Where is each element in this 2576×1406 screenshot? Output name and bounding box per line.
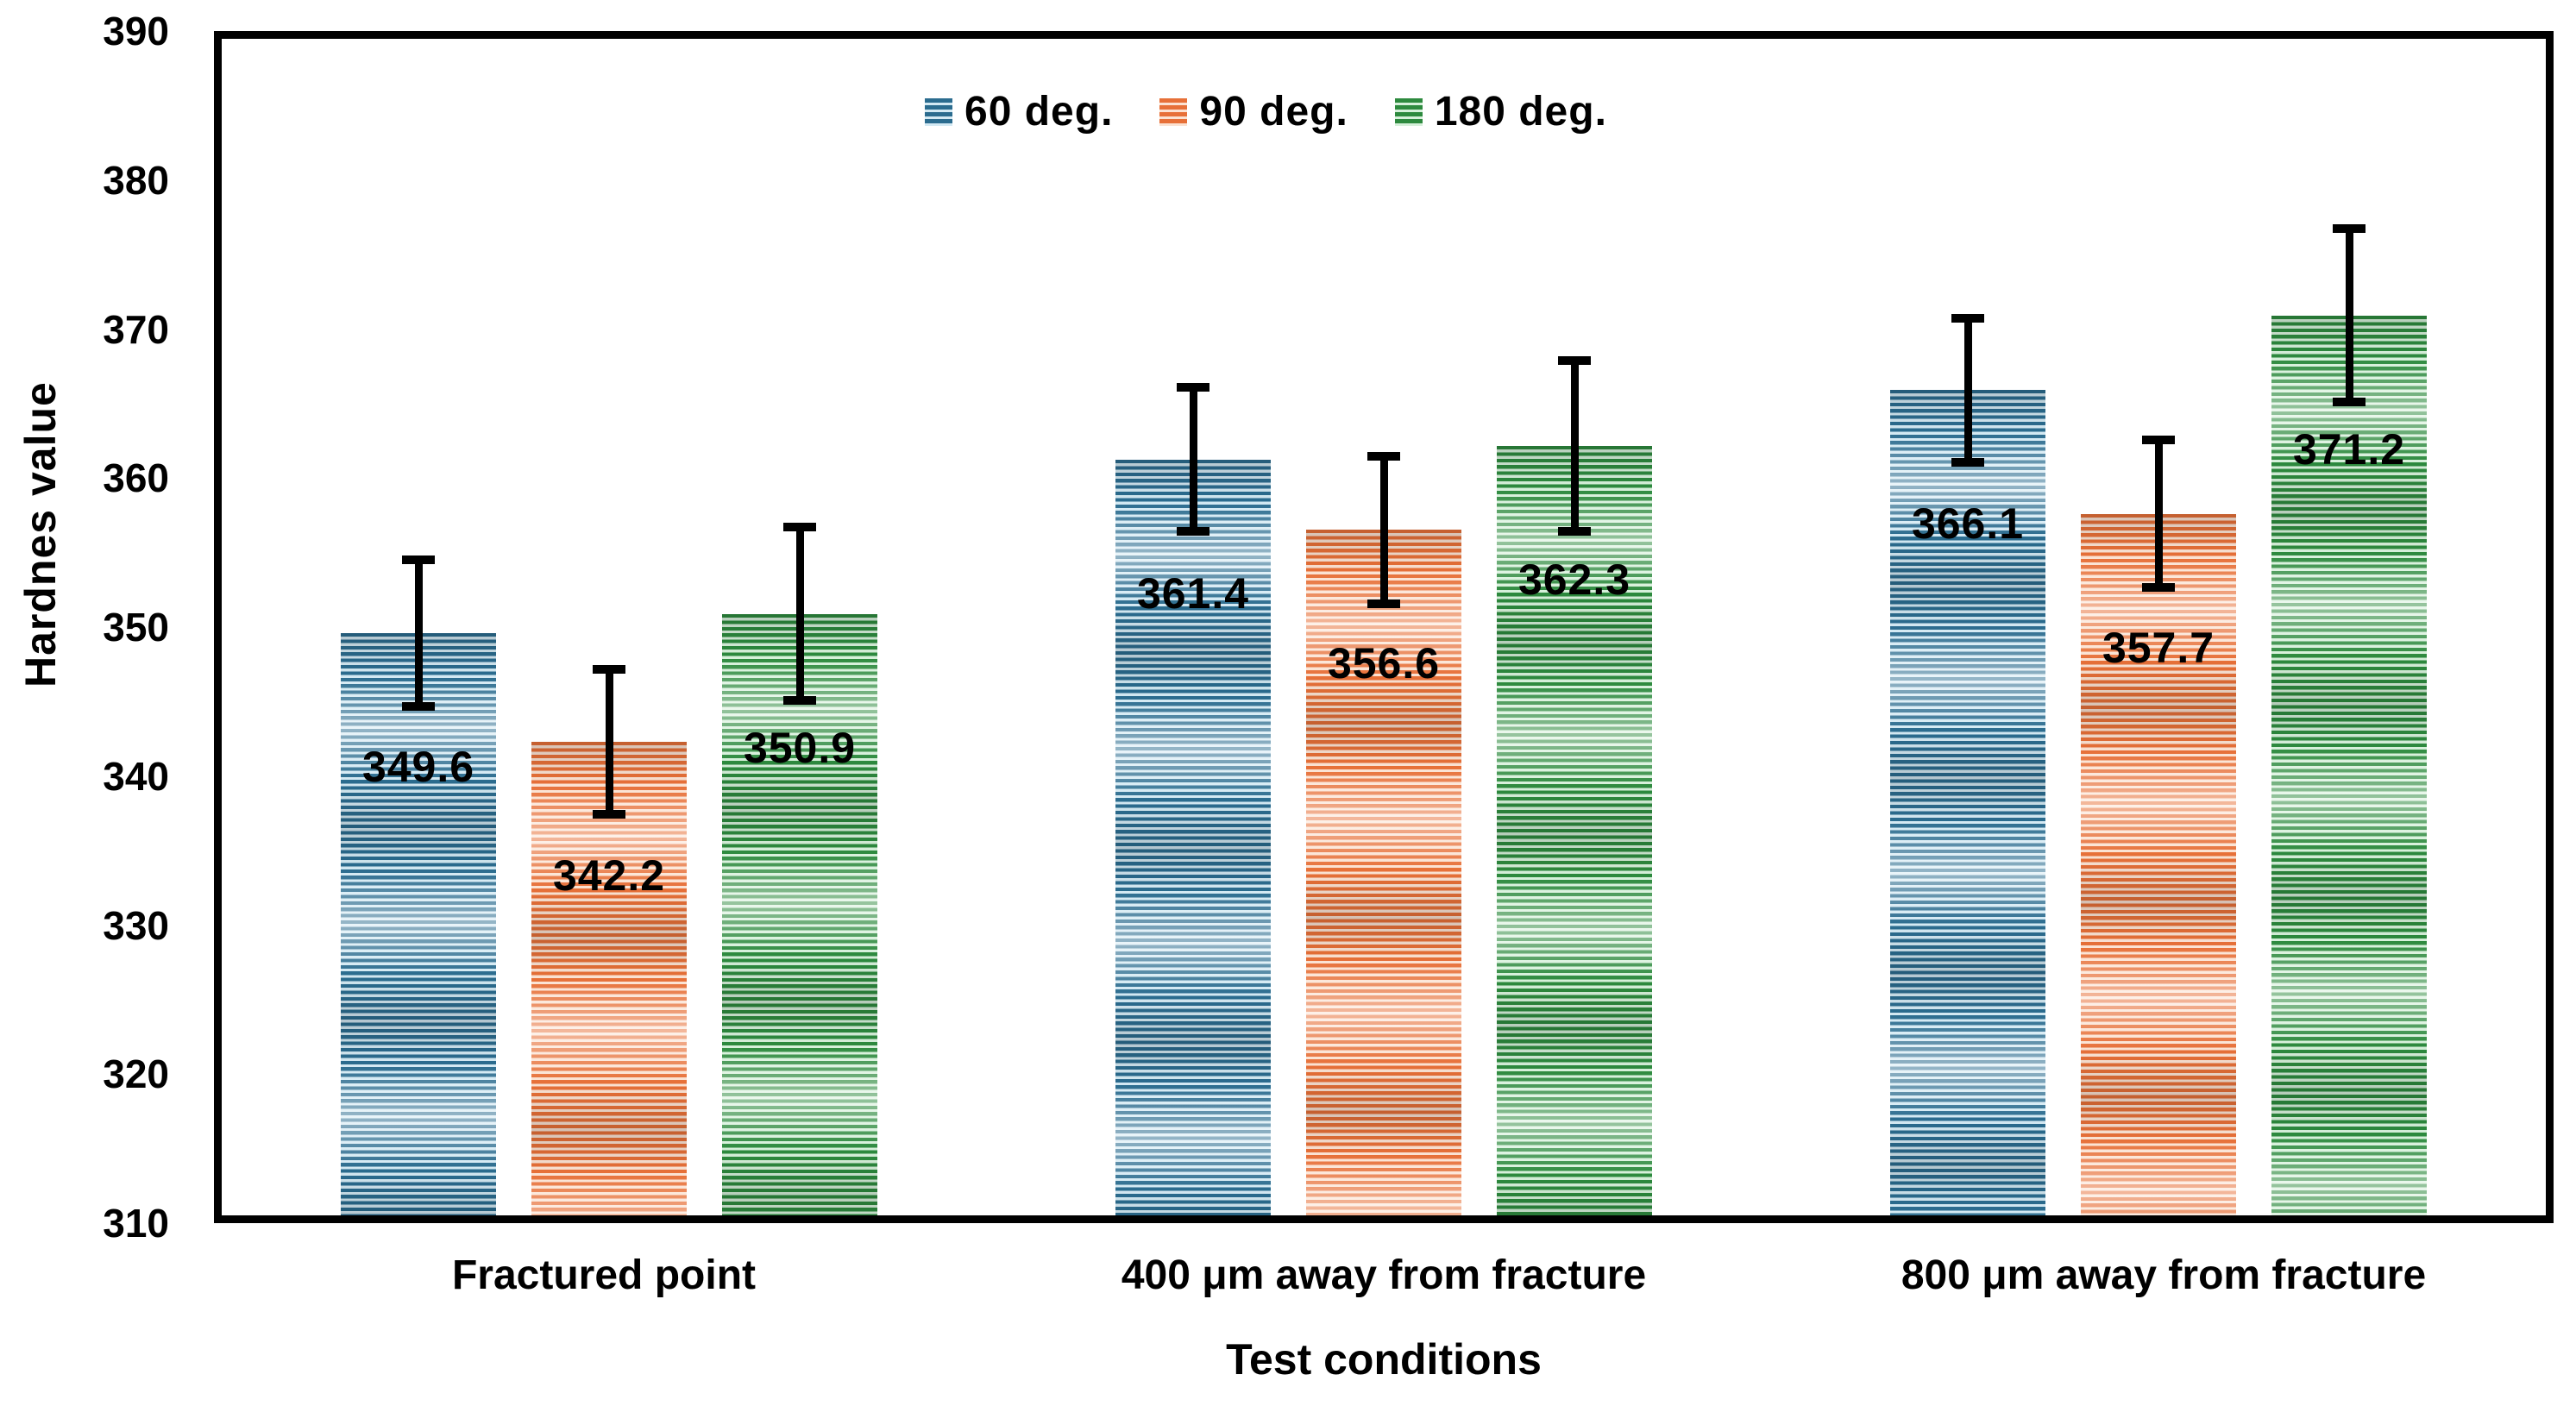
y-tick-label-310: 310 xyxy=(103,1201,169,1246)
error-bar-cap-bottom-180-deg-fractured-point xyxy=(783,696,816,706)
y-tick-label-350: 350 xyxy=(103,605,169,650)
bar-60-deg-800-m-away-from-fracture xyxy=(1890,390,2045,1215)
legend-label-90-deg: 90 deg. xyxy=(1199,89,1348,135)
bar-value-label-60-deg-800-m-away-from-fracture: 366.1 xyxy=(1911,499,2025,549)
y-axis-title: Hardnes value xyxy=(16,381,65,688)
bar-180-deg-400-m-away-from-fracture xyxy=(1497,446,1652,1215)
bar-value-label-180-deg-400-m-away-from-fracture: 362.3 xyxy=(1517,555,1631,605)
bar-90-deg-400-m-away-from-fracture xyxy=(1306,530,1461,1215)
error-bar-90-deg-fractured-point xyxy=(605,669,613,814)
bar-60-deg-400-m-away-from-fracture xyxy=(1115,459,1271,1215)
error-bar-180-deg-800-m-away-from-fracture xyxy=(2345,228,2353,403)
error-bar-cap-bottom-90-deg-800-m-away-from-fracture xyxy=(2142,582,2175,592)
legend-item-180-deg: 180 deg. xyxy=(1394,89,1607,135)
bar-value-label-180-deg-fractured-point: 350.9 xyxy=(743,723,857,772)
legend-swatch-60-deg-icon xyxy=(925,98,952,126)
error-bar-cap-bottom-180-deg-800-m-away-from-fracture xyxy=(2333,398,2366,407)
bar-value-label-90-deg-800-m-away-from-fracture: 357.7 xyxy=(2102,623,2215,672)
x-category-label-800-m-away-from-fracture: 800 μm away from fracture xyxy=(1901,1252,2427,1298)
bar-90-deg-fractured-point xyxy=(531,741,687,1215)
error-bar-90-deg-800-m-away-from-fracture xyxy=(2154,440,2163,587)
error-bar-cap-bottom-180-deg-400-m-away-from-fracture xyxy=(1558,527,1591,537)
bar-value-label-180-deg-800-m-away-from-fracture: 371.2 xyxy=(2292,424,2406,474)
error-bar-cap-top-60-deg-800-m-away-from-fracture xyxy=(1951,313,1984,323)
bar-180-deg-fractured-point xyxy=(722,613,877,1215)
legend-swatch-180-deg-icon xyxy=(1394,98,1423,126)
plot-inner-layer: 349.6 342.2 350.9 361.4 356.6 362.3 366.1 357.7… xyxy=(222,39,2546,1215)
bar-value-label-60-deg-400-m-away-from-fracture: 361.4 xyxy=(1136,568,1250,618)
y-tick-label-360: 360 xyxy=(103,455,169,501)
y-tick-label-320: 320 xyxy=(103,1051,169,1097)
error-bar-cap-top-60-deg-fractured-point xyxy=(402,555,435,564)
legend-item-90-deg: 90 deg. xyxy=(1159,90,1348,135)
y-tick-label-340: 340 xyxy=(103,753,169,799)
error-bar-cap-bottom-90-deg-fractured-point xyxy=(593,809,625,819)
x-category-label-fractured-point: Fractured point xyxy=(451,1252,756,1298)
bar-value-label-90-deg-fractured-point: 342.2 xyxy=(552,851,666,900)
error-bar-cap-bottom-90-deg-400-m-away-from-fracture xyxy=(1367,599,1400,608)
x-category-label-400-m-away-from-fracture: 400 μm away from fracture xyxy=(1121,1252,1647,1298)
legend-label-180-deg: 180 deg. xyxy=(1434,89,1607,135)
y-tick-label-330: 330 xyxy=(103,902,169,948)
bar-60-deg-fractured-point xyxy=(341,632,496,1215)
error-bar-180-deg-fractured-point xyxy=(795,527,804,701)
error-bar-90-deg-400-m-away-from-fracture xyxy=(1379,456,1388,604)
y-tick-label-390: 390 xyxy=(103,9,169,53)
bar-180-deg-800-m-away-from-fracture xyxy=(2271,315,2427,1215)
y-tick-label-380: 380 xyxy=(103,157,169,203)
error-bar-cap-bottom-60-deg-400-m-away-from-fracture xyxy=(1177,527,1209,537)
legend-label-60-deg: 60 deg. xyxy=(964,89,1114,135)
x-axis-title: Test conditions xyxy=(1226,1335,1542,1384)
error-bar-cap-top-180-deg-400-m-away-from-fracture xyxy=(1558,356,1591,366)
y-tick-label-370: 370 xyxy=(103,306,169,352)
bar-90-deg-800-m-away-from-fracture xyxy=(2081,513,2236,1215)
legend: 60 deg. 90 deg. 180 deg. xyxy=(925,90,1607,135)
legend-swatch-90-deg-icon xyxy=(1159,98,1188,126)
error-bar-cap-bottom-60-deg-fractured-point xyxy=(402,702,435,712)
error-bar-cap-top-180-deg-800-m-away-from-fracture xyxy=(2333,223,2366,233)
error-bar-60-deg-800-m-away-from-fracture xyxy=(1963,317,1972,463)
error-bar-cap-bottom-60-deg-800-m-away-from-fracture xyxy=(1951,458,1984,468)
error-bar-60-deg-fractured-point xyxy=(414,559,423,707)
error-bar-cap-top-90-deg-400-m-away-from-fracture xyxy=(1367,452,1400,461)
error-bar-cap-top-180-deg-fractured-point xyxy=(783,523,816,532)
error-bar-180-deg-400-m-away-from-fracture xyxy=(1570,361,1579,532)
error-bar-60-deg-400-m-away-from-fracture xyxy=(1189,387,1197,532)
error-bar-cap-top-90-deg-fractured-point xyxy=(593,665,625,675)
bar-value-label-60-deg-fractured-point: 349.6 xyxy=(361,742,475,791)
legend-item-60-deg: 60 deg. xyxy=(925,90,1113,135)
bar-value-label-90-deg-400-m-away-from-fracture: 356.6 xyxy=(1327,639,1441,688)
error-bar-cap-top-60-deg-400-m-away-from-fracture xyxy=(1177,383,1209,392)
error-bar-cap-top-90-deg-800-m-away-from-fracture xyxy=(2142,436,2175,445)
